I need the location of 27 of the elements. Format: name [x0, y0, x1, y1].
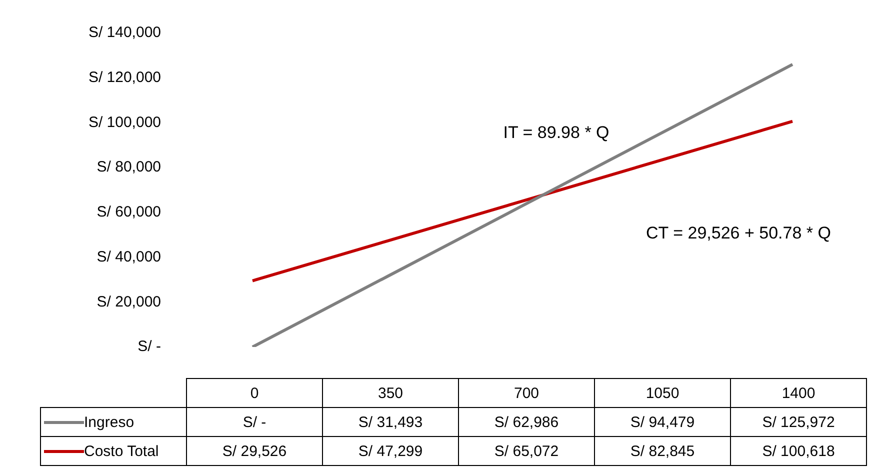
x-tick-label: 1050: [594, 378, 730, 408]
data-label: S/ 125,972: [730, 408, 866, 436]
y-tick-label: S/ 100,000: [88, 114, 161, 131]
data-label: S/ 65,072: [458, 436, 594, 466]
annotation: IT = 89.98 * Q: [503, 123, 610, 142]
legend-label: Ingreso: [84, 414, 134, 430]
legend-label: Costo Total: [84, 442, 159, 460]
data-label: S/ -: [186, 408, 322, 436]
data-label: S/ 82,845: [594, 436, 730, 466]
data-label: S/ 47,299: [322, 436, 458, 466]
annotation: CT = 29,526 + 50.78 * Q: [646, 224, 831, 243]
y-tick-label: S/ 60,000: [96, 204, 161, 221]
y-tick-label: S/ 120,000: [88, 69, 161, 86]
y-tick-label: S/ -: [138, 338, 161, 356]
y-tick-label: S/ 20,000: [96, 293, 161, 310]
data-label: S/ 29,526: [186, 436, 322, 466]
y-tick-label: S/ 40,000: [96, 248, 161, 266]
y-tick-label: S/ 140,000: [88, 24, 161, 42]
data-label: S/ 31,493: [322, 408, 458, 436]
x-tick-label: 350: [322, 378, 458, 408]
x-tick-label: 700: [458, 378, 594, 408]
data-label: S/ 94,479: [594, 408, 730, 436]
data-label: S/ 100,618: [730, 436, 866, 466]
x-tick-label: 1400: [730, 378, 866, 408]
data-label: S/ 62,986: [458, 408, 594, 436]
y-tick-label: S/ 80,000: [96, 158, 161, 176]
x-tick-label: 0: [186, 378, 322, 408]
